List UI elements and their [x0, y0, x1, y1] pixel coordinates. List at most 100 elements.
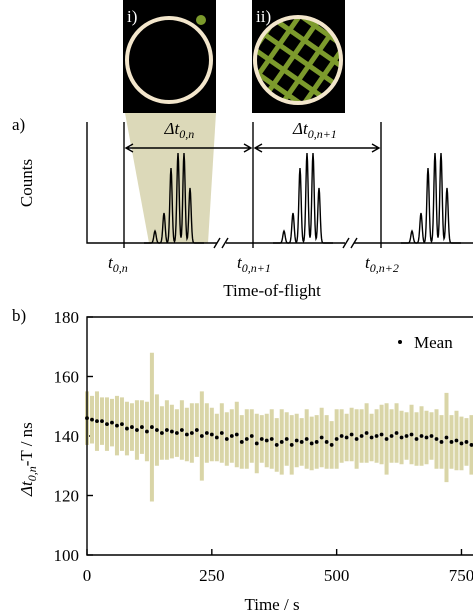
y-tick-label: 140 [54, 427, 80, 446]
mean-point [194, 428, 199, 432]
text-sub: 0,n [179, 127, 194, 141]
mean-point [294, 438, 299, 443]
mean-point [90, 417, 94, 422]
text-sub: 0,n+1 [308, 127, 337, 141]
mean-point [394, 431, 399, 435]
mean-point [469, 443, 473, 447]
mean-point [314, 440, 319, 444]
legend-marker [398, 340, 402, 344]
peak-cluster [273, 152, 333, 244]
mean-point [174, 431, 179, 435]
panel-label: b) [12, 306, 26, 325]
mean-point [434, 437, 439, 441]
mean-point [334, 437, 339, 441]
mean-point [239, 440, 244, 444]
mean-point [189, 431, 194, 435]
mean-point [389, 434, 394, 438]
text-base: t [237, 253, 243, 272]
mean-point [179, 428, 184, 432]
mean-point [459, 441, 464, 446]
mesh [255, 17, 341, 103]
mean-point [384, 437, 389, 441]
mean-point [369, 435, 374, 440]
mean-point [229, 434, 234, 438]
tick-label: t0,n+2 [365, 253, 399, 275]
y-tick-label: 100 [54, 546, 80, 565]
mean-point [150, 425, 154, 429]
mean-point [105, 422, 109, 426]
legend-label: Mean [414, 333, 453, 352]
x-tick-label: 500 [324, 566, 350, 585]
mean-point [339, 434, 344, 438]
mean-point [125, 426, 129, 431]
mean-point [364, 431, 369, 435]
mean-point [184, 432, 189, 437]
x-tick-label: 250 [199, 566, 225, 585]
mean-point [449, 440, 454, 444]
mean-point [164, 428, 169, 432]
mean-point [204, 431, 209, 435]
mean-point [214, 435, 219, 440]
text-sub: 0,n+2 [370, 261, 399, 275]
mean-point [224, 437, 229, 441]
mean-point [324, 440, 329, 444]
mean-point [329, 443, 334, 447]
detector-circle [253, 15, 343, 105]
mean-point [155, 428, 159, 432]
text-base: t [108, 253, 114, 272]
mean-point [209, 432, 214, 437]
mean-point [399, 435, 404, 440]
mean-point [244, 437, 249, 441]
mean-point [135, 428, 139, 432]
mean-point [414, 437, 419, 441]
mean-point [169, 429, 174, 434]
text-base: Δt [292, 119, 309, 138]
detector-circle [125, 16, 213, 104]
mean-point [319, 435, 324, 440]
mean-point [120, 422, 124, 426]
mean-point [379, 432, 384, 437]
mean-point [409, 432, 414, 437]
mean-point [464, 440, 469, 444]
mean-point [140, 425, 144, 429]
mean-point [454, 438, 459, 443]
mean-point [145, 429, 149, 434]
interval-label: Δt0,n [164, 119, 195, 141]
mean-point [269, 437, 274, 441]
panel-label: a) [12, 115, 25, 134]
y-tick-label: 160 [54, 368, 80, 387]
text-sub: 0,n [113, 261, 128, 275]
plot: 100 120 140 160 180 0 250 500 750 Δt0,n-T / ns Mea… [17, 308, 473, 585]
mean-point [404, 434, 409, 438]
mean-point [159, 431, 164, 435]
mean-point [429, 434, 434, 438]
mean-point [234, 432, 239, 437]
y-tick-label: 120 [54, 487, 80, 506]
interval-arrow [253, 143, 381, 153]
text-sub: 0,n [25, 466, 39, 481]
mean-point [130, 425, 134, 429]
text-sub: 0,n+1 [242, 261, 271, 275]
mean-point [424, 435, 429, 440]
axes [86, 316, 473, 556]
mean-point [439, 440, 444, 444]
mean-point [259, 437, 264, 441]
text-base: t [365, 253, 371, 272]
mean-point [359, 434, 364, 438]
interval-label: Δt0,n+1 [292, 119, 337, 141]
x-axis-label: Time / s [244, 595, 299, 614]
mean-point [344, 435, 349, 440]
mean-point [254, 441, 259, 446]
mean-point [115, 423, 119, 428]
peak-cluster [144, 152, 204, 244]
mean-point [264, 438, 269, 443]
mean-point [219, 431, 224, 435]
mean-point [95, 419, 99, 424]
text-rest: -T / ns [17, 422, 36, 466]
text-base: Δt [17, 480, 36, 497]
x-tick-label: 0 [83, 566, 92, 585]
mean-point [309, 441, 314, 446]
x-axis-label: Time-of-flight [223, 281, 321, 300]
mean-point [289, 443, 294, 447]
peak-cluster [401, 152, 461, 244]
